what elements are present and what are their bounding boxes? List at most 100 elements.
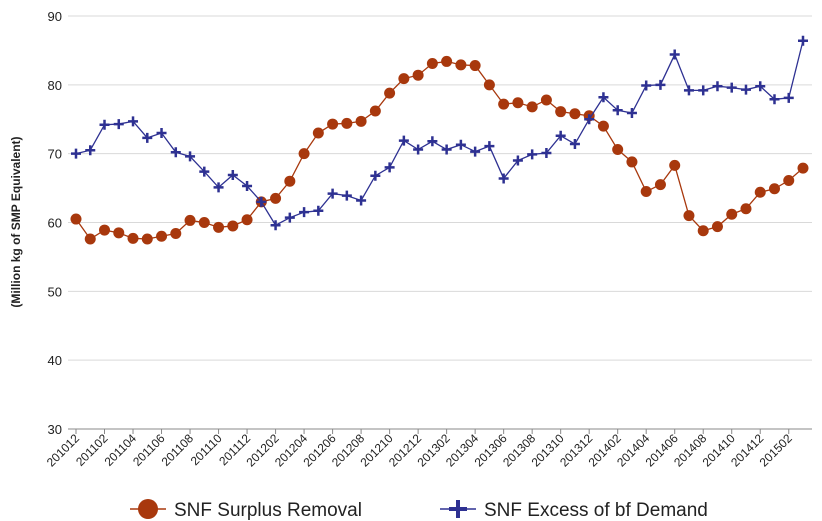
data-point (384, 87, 396, 99)
data-point (526, 101, 538, 113)
data-point (398, 135, 409, 146)
data-point (455, 139, 466, 150)
data-point (626, 108, 637, 119)
legend-marker (138, 499, 158, 519)
data-point (626, 156, 638, 168)
data-point (783, 175, 795, 187)
data-point (256, 196, 267, 207)
data-point (184, 214, 196, 226)
data-point (498, 173, 509, 184)
y-axis-label: (Million kg of SMP Equivalent) (9, 136, 23, 307)
data-point (185, 151, 196, 162)
data-point (726, 82, 737, 93)
data-point (527, 149, 538, 160)
data-point (683, 210, 695, 222)
data-point (70, 213, 82, 225)
data-point (170, 147, 181, 158)
data-point (199, 166, 210, 177)
data-point (156, 128, 167, 139)
data-point (798, 35, 808, 46)
data-point (455, 59, 467, 71)
data-point (327, 118, 339, 130)
data-point (142, 132, 153, 143)
data-point (641, 80, 652, 91)
data-point (156, 230, 168, 242)
data-point (612, 144, 624, 156)
data-point (654, 179, 666, 191)
data-point (426, 57, 438, 69)
data-point (584, 114, 595, 125)
data-point (427, 136, 438, 147)
data-point (597, 120, 609, 132)
data-point (71, 148, 81, 159)
data-point (755, 81, 766, 92)
data-point (355, 115, 367, 127)
data-point (683, 85, 694, 96)
data-point (242, 181, 253, 192)
data-point (198, 217, 210, 228)
data-point (213, 182, 224, 193)
data-point (170, 228, 182, 240)
data-point (341, 190, 352, 201)
data-point (483, 79, 495, 91)
data-point (769, 94, 780, 105)
data-point (469, 60, 481, 72)
data-point (270, 192, 282, 204)
data-point (412, 69, 424, 81)
data-point (85, 145, 96, 156)
data-point (113, 227, 125, 239)
data-point (698, 85, 709, 96)
data-point (313, 205, 324, 216)
data-point (341, 117, 353, 129)
data-point (227, 170, 238, 181)
data-point (113, 119, 124, 130)
data-point (783, 92, 794, 103)
y-tick-label: 70 (48, 147, 62, 162)
data-point (740, 84, 751, 95)
y-tick-label: 30 (48, 422, 62, 437)
data-point (541, 147, 552, 158)
data-point (370, 170, 381, 181)
data-point (512, 97, 524, 109)
y-tick-label: 60 (48, 216, 62, 231)
data-point (569, 108, 581, 120)
data-point (512, 155, 523, 166)
data-point (669, 159, 681, 171)
data-point (398, 73, 410, 85)
series-line (75, 60, 804, 240)
data-point (441, 55, 453, 67)
data-point (697, 225, 709, 237)
data-point (284, 212, 295, 223)
data-point (298, 148, 310, 160)
data-point (356, 195, 367, 206)
data-point (712, 81, 723, 92)
x-tick-label: 201108 (159, 431, 197, 469)
data-point (655, 79, 666, 90)
data-point (726, 208, 738, 220)
data-point (213, 221, 225, 233)
legend-marker (449, 500, 467, 518)
data-point (598, 92, 609, 103)
data-point (669, 49, 680, 60)
y-tick-label: 90 (48, 9, 62, 24)
data-point (498, 98, 510, 110)
data-point (99, 224, 111, 236)
x-tick-label: 201502 (757, 431, 795, 469)
data-point (711, 221, 723, 233)
y-tick-label: 50 (48, 284, 62, 299)
data-point (141, 233, 153, 245)
data-point (555, 130, 566, 141)
data-point (768, 183, 780, 195)
data-point (99, 119, 110, 130)
data-point (384, 162, 395, 173)
data-point (284, 175, 296, 187)
data-point (241, 214, 253, 226)
data-point (299, 207, 310, 218)
data-point (413, 144, 424, 155)
y-tick-label: 80 (48, 78, 62, 93)
data-point (84, 233, 96, 245)
series-line (75, 40, 804, 227)
y-tick-label: 40 (48, 353, 62, 368)
data-point (555, 106, 567, 118)
data-point (754, 186, 766, 198)
